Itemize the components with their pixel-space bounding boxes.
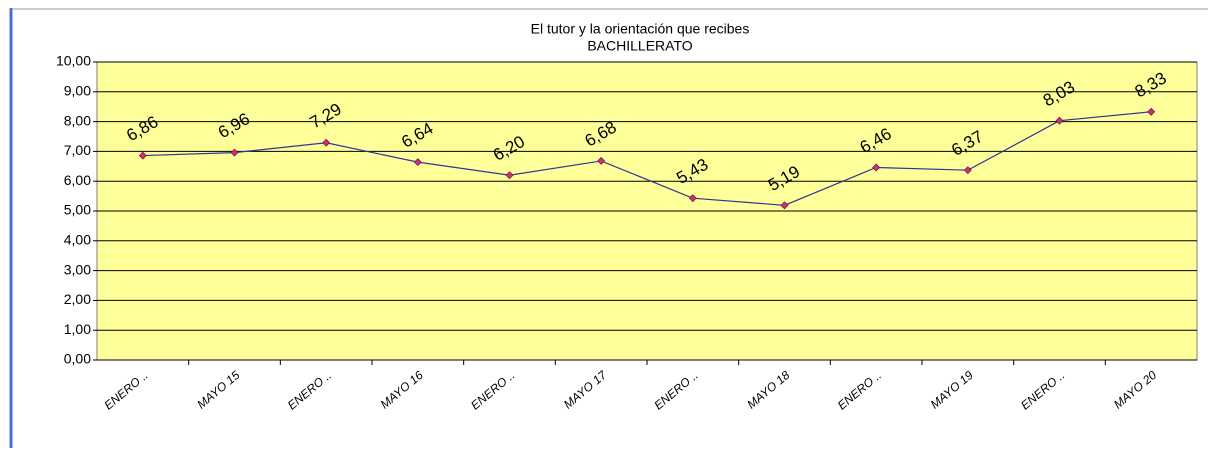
y-tick-label: 10,00	[56, 53, 91, 69]
chart-subtitle: BACHILLERATO	[587, 38, 692, 54]
x-tick-label: MAYO 19	[928, 368, 976, 412]
y-tick-label: 0,00	[64, 351, 91, 367]
marker	[505, 171, 514, 180]
y-tick-label: 6,00	[64, 172, 91, 188]
marker	[872, 163, 881, 172]
y-tick-label: 7,00	[64, 142, 91, 158]
data-line	[142, 111, 1152, 206]
marker	[322, 138, 331, 147]
marker	[780, 201, 789, 210]
x-tick-label: MAYO 16	[378, 368, 426, 412]
x-tick-label: ENERO ..	[285, 368, 334, 413]
marker	[230, 148, 239, 157]
marker	[1147, 107, 1156, 116]
x-tick-label: ENERO ..	[1018, 368, 1067, 413]
x-tick-label: MAYO 20	[1111, 368, 1159, 412]
x-tick-label: MAYO 18	[744, 368, 792, 412]
y-tick-label: 5,00	[64, 202, 91, 218]
x-tick-label: ENERO ..	[651, 368, 700, 413]
y-tick-label: 8,00	[64, 112, 91, 128]
y-tick-label: 9,00	[64, 83, 91, 99]
marker	[597, 157, 606, 165]
marker	[688, 194, 697, 203]
chart-title: El tutor y la orientación que recibes	[531, 21, 750, 37]
marker	[138, 151, 147, 160]
y-tick-label: 4,00	[64, 232, 91, 248]
x-tick-label: MAYO 17	[561, 367, 610, 411]
marker	[1055, 116, 1064, 125]
x-tick-label: ENERO ..	[835, 368, 884, 413]
x-tick-label: MAYO 15	[194, 368, 242, 412]
x-tick-label: ENERO ..	[101, 368, 150, 413]
y-tick-label: 3,00	[64, 261, 91, 277]
x-tick-label: ENERO ..	[468, 368, 517, 413]
marker	[413, 158, 422, 167]
marker	[963, 166, 972, 175]
y-tick-label: 2,00	[64, 291, 91, 307]
y-tick-label: 1,00	[64, 321, 91, 337]
